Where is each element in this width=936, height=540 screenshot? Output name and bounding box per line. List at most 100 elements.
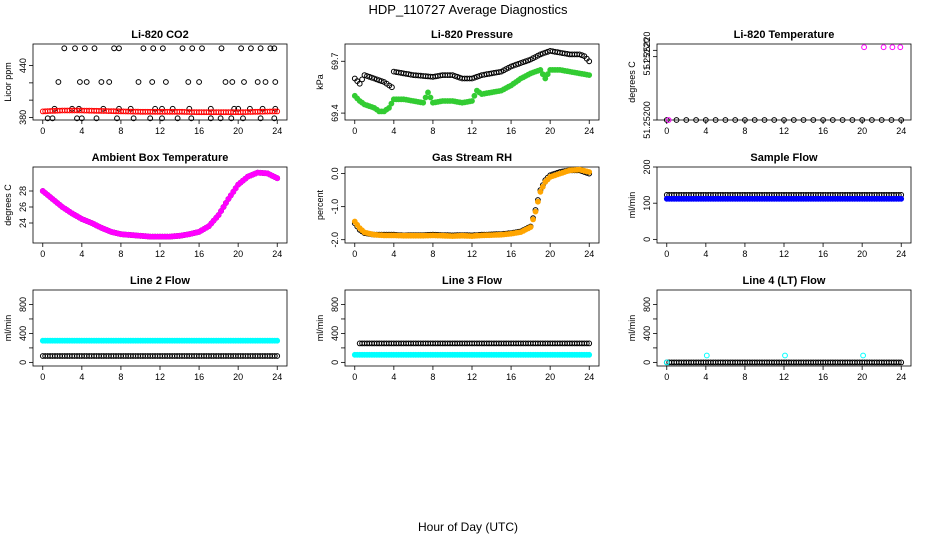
data-point: [586, 72, 593, 78]
x-tick-label: 12: [779, 126, 789, 136]
series-1: [663, 352, 866, 366]
data-point: [888, 117, 895, 123]
data-point: [665, 117, 672, 123]
x-tick-label: 24: [584, 249, 594, 259]
plot-frame: [656, 166, 912, 244]
x-tick-label: 0: [40, 372, 45, 382]
data-point: [880, 44, 887, 51]
data-point: [897, 44, 904, 51]
series-0: [351, 167, 593, 239]
data-point: [274, 353, 281, 359]
y-tick-label: 0: [642, 360, 652, 365]
y-axis-label: kPa: [315, 74, 325, 90]
data-point: [790, 117, 797, 123]
data-point: [77, 79, 83, 85]
data-point: [223, 200, 229, 206]
x-tick-label: 0: [352, 126, 357, 136]
x-tick-label: 12: [467, 249, 477, 259]
data-point: [469, 98, 475, 104]
data-point: [782, 352, 788, 359]
plot-frame: [344, 166, 600, 244]
data-point: [196, 79, 203, 85]
x-tick-label: 0: [40, 126, 45, 136]
data-point: [586, 351, 593, 358]
panel-title: Line 4 (LT) Flow: [743, 275, 826, 287]
y-tick-label: 380: [18, 110, 28, 125]
data-point: [895, 359, 902, 366]
y-tick-label: 69.4: [330, 104, 340, 122]
data-point: [271, 115, 278, 122]
data-point: [188, 115, 195, 122]
x-tick-label: 16: [506, 249, 516, 259]
series-3: [44, 115, 278, 122]
y-axis-label: degrees C: [627, 61, 637, 103]
panel-6: Line 2 Flow 0 4 8 12 16 20 24 0 400 800 ml/min: [3, 275, 288, 382]
data-point: [257, 115, 264, 122]
data-point: [356, 80, 363, 87]
data-point: [78, 115, 85, 122]
data-point: [693, 117, 699, 123]
series-0: [39, 337, 281, 344]
x-tick-label: 20: [857, 126, 867, 136]
data-point: [539, 50, 546, 57]
data-point: [586, 340, 593, 347]
y-tick-label: 800: [330, 297, 340, 312]
data-point: [781, 117, 787, 123]
data-point: [751, 117, 758, 123]
data-point: [207, 115, 214, 122]
data-point: [217, 115, 224, 122]
figure-x-axis-label: Hour of Day (UTC): [418, 520, 518, 534]
y-axis-label: degrees C: [3, 184, 13, 226]
y-tick-label: 400: [330, 326, 340, 341]
data-point: [420, 99, 427, 106]
data-point: [72, 45, 78, 52]
y-tick-label: 51.25200: [642, 101, 652, 139]
y-tick-label: 0: [642, 237, 652, 242]
x-tick-label: 8: [430, 126, 435, 136]
x-tick-label: 24: [272, 126, 282, 136]
data-point: [898, 195, 905, 202]
x-tick-label: 8: [118, 372, 123, 382]
x-tick-label: 12: [779, 249, 789, 259]
y-tick-label: 440: [18, 58, 28, 73]
data-point: [150, 45, 157, 52]
data-point: [386, 105, 392, 111]
data-point: [218, 45, 225, 52]
panel-1: Li-820 Pressure 0 4 8 12 16 20 24 69.4 69.7 kPa: [315, 29, 600, 136]
y-tick-label: 69.7: [330, 53, 340, 71]
data-point: [527, 224, 534, 231]
data-point: [361, 72, 368, 78]
data-point: [199, 45, 205, 52]
x-tick-label: 24: [272, 372, 282, 382]
x-tick-label: 12: [155, 372, 165, 382]
data-point: [586, 58, 593, 65]
y-axis-label: Licor ppm: [3, 62, 13, 102]
x-tick-label: 8: [742, 126, 747, 136]
data-point: [149, 79, 156, 85]
y-tick-label: 100: [642, 196, 652, 211]
data-point: [532, 208, 539, 215]
x-tick-label: 4: [391, 249, 396, 259]
x-tick-label: 24: [896, 249, 906, 259]
data-point: [378, 78, 385, 84]
data-point: [388, 100, 395, 107]
data-point: [241, 79, 247, 85]
x-tick-label: 8: [430, 249, 435, 259]
series-1: [39, 169, 281, 240]
panel-3: Ambient Box Temperature 0 4 8 12 16 20 24 24 26 28…: [3, 152, 288, 259]
y-axis-label: ml/min: [3, 315, 13, 342]
x-tick-label: 24: [584, 126, 594, 136]
data-point: [683, 117, 690, 123]
x-tick-label: 8: [742, 249, 747, 259]
x-tick-label: 0: [664, 126, 669, 136]
x-tick-label: 16: [818, 126, 828, 136]
series-1: [55, 79, 279, 85]
x-tick-label: 24: [896, 372, 906, 382]
series-1: [351, 166, 593, 240]
x-tick-label: 4: [79, 126, 84, 136]
data-point: [231, 105, 238, 112]
data-point: [663, 117, 670, 123]
x-tick-label: 4: [79, 249, 84, 259]
data-point: [262, 79, 269, 85]
data-point: [189, 45, 196, 52]
